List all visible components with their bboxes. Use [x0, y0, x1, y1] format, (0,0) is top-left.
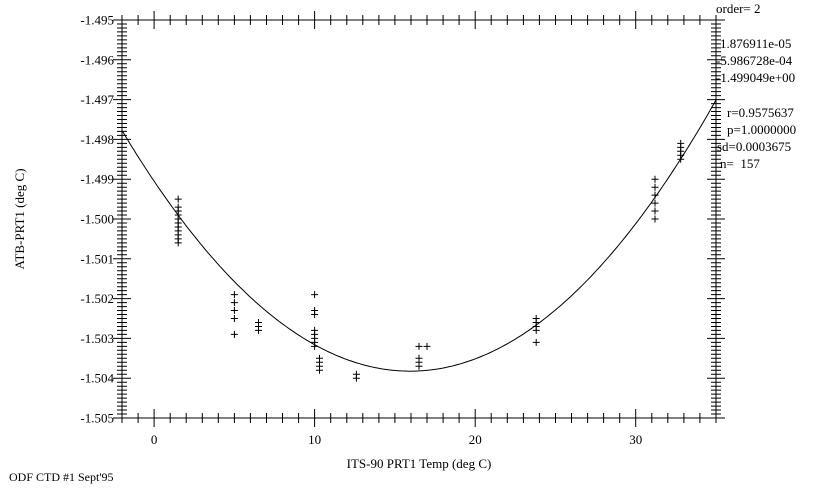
y-axis-label: ATB-PRT1 (deg C): [12, 168, 27, 269]
data-point: [230, 330, 238, 338]
data-point: [415, 362, 423, 370]
data-point: [230, 307, 238, 314]
y-tick-label: -1.496: [80, 52, 114, 67]
y-tick-label: -1.501: [80, 251, 114, 266]
coef-c: -1.499049e+00: [716, 70, 796, 85]
y-tick-label: -1.498: [80, 132, 114, 147]
y-tick-label: -1.497: [80, 92, 114, 107]
data-point: [532, 338, 540, 346]
x-tick-label: 0: [151, 432, 158, 447]
fit-order: order= 2: [716, 1, 761, 16]
data-point: [230, 315, 238, 322]
data-point: [311, 311, 319, 318]
data-point: [651, 183, 659, 191]
stat-sd: sd=0.0003675: [717, 139, 792, 154]
data-point: [230, 299, 238, 307]
data-point: [651, 215, 659, 223]
data-point: [352, 374, 360, 382]
x-tick-label: 10: [308, 432, 321, 447]
y-tick-label: -1.495: [80, 13, 114, 28]
data-point: [677, 155, 685, 163]
y-tick-labels: -1.495 -1.496 -1.497 -1.498 -1.499 -1.500 -1.5…: [80, 13, 114, 426]
data-point: [651, 191, 659, 199]
data-point: [255, 326, 262, 334]
data-point: [651, 175, 659, 183]
stat-p: p=1.0000000: [727, 122, 797, 137]
stat-r: r=0.9575637: [727, 105, 794, 120]
data-point: [415, 342, 423, 350]
data-point: [423, 342, 431, 350]
y-tick-label: -1.505: [80, 411, 114, 426]
x-tick-label: 30: [629, 432, 642, 447]
data-points: [174, 139, 685, 382]
data-point: [174, 195, 182, 203]
data-point: [311, 291, 319, 299]
coef-a: 1.876911e-05: [720, 36, 792, 51]
y-tick-label: -1.502: [80, 291, 114, 306]
fit-curve: [121, 99, 717, 372]
footer-label: ODF CTD #1 Sept'95: [9, 470, 114, 484]
y-tick-label: -1.500: [80, 212, 114, 227]
x-tick-labels: 0 10 20 30: [151, 432, 642, 447]
data-point: [174, 239, 182, 247]
axis-ticks: [113, 11, 725, 427]
data-point: [651, 199, 659, 207]
data-point: [651, 207, 659, 215]
y-tick-label: -1.503: [80, 331, 114, 346]
data-point: [316, 366, 323, 374]
data-point: [532, 326, 540, 334]
stat-n: n= 157: [720, 156, 760, 171]
x-tick-label: 20: [469, 432, 482, 447]
x-axis-label: ITS-90 PRT1 Temp (deg C): [347, 456, 492, 471]
data-point: [230, 291, 238, 299]
data-point: [311, 342, 319, 350]
y-tick-label: -1.504: [80, 371, 114, 386]
coef-b: -5.986728e-04: [716, 53, 793, 68]
y-tick-label: -1.499: [80, 172, 114, 187]
tick-marks: [113, 11, 725, 427]
